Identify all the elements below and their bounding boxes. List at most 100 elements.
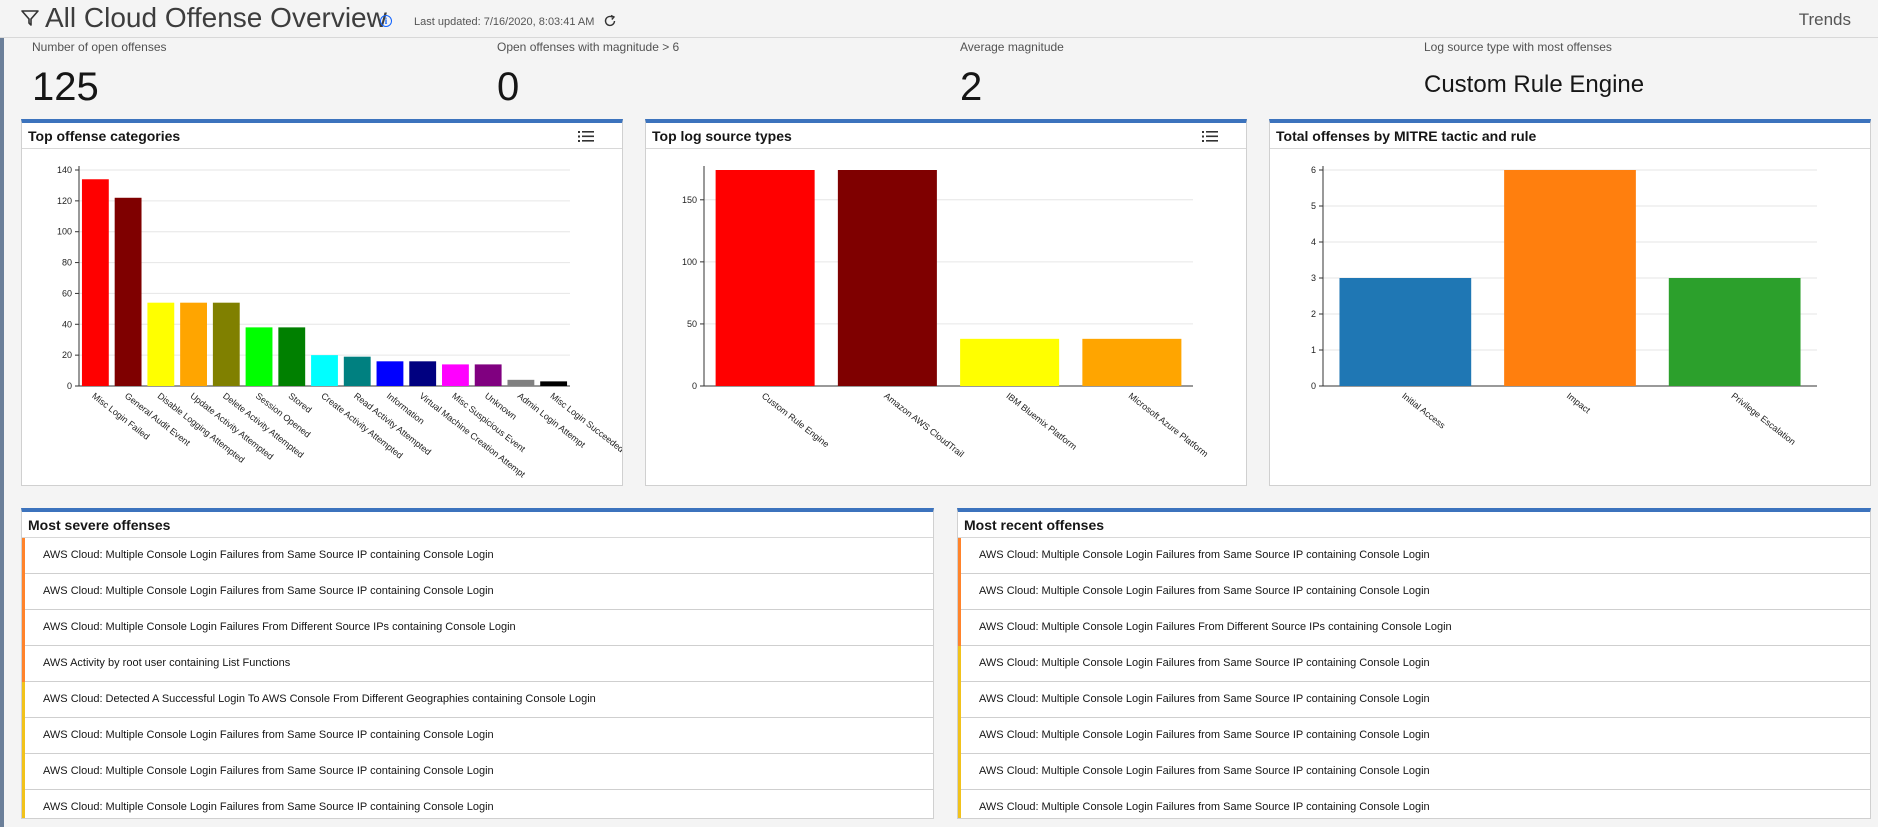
panel-top-offense-categories: Top offense categories 0 20 40 60 80 100 120 14… <box>21 119 623 486</box>
chart-bar[interactable] <box>311 355 338 386</box>
chart-bar[interactable] <box>1504 170 1636 386</box>
kpi-value: Custom Rule Engine <box>1424 71 1645 98</box>
offense-row[interactable]: AWS Cloud: Multiple Console Login Failur… <box>22 754 933 790</box>
last-updated-text: Last updated: 7/16/2020, 8:03:41 AM <box>414 16 595 28</box>
panel-header: Top offense categories <box>22 123 622 149</box>
chart-bar[interactable] <box>837 170 937 386</box>
panel-top-log-source-types: Top log source types 0 50 100 150 Custom Rul… <box>645 119 1247 486</box>
y-tick-label: 40 <box>62 319 72 329</box>
page-header: All Cloud Offense Overview i Last update… <box>0 0 1878 38</box>
severity-indicator <box>958 682 961 718</box>
offense-description: AWS Cloud: Multiple Console Login Failur… <box>979 621 1452 633</box>
trends-link[interactable]: Trends <box>1798 10 1851 29</box>
chart-bar[interactable] <box>212 302 240 386</box>
y-tick-label: 80 <box>62 258 72 268</box>
chart-bar[interactable] <box>376 361 404 386</box>
offense-description: AWS Cloud: Multiple Console Login Failur… <box>43 549 494 561</box>
offense-row[interactable]: AWS Cloud: Multiple Console Login Failur… <box>22 718 933 754</box>
chart-bar[interactable] <box>81 179 109 386</box>
chart-bar[interactable] <box>1082 338 1182 386</box>
left-edge-strip <box>0 0 4 827</box>
y-tick-label: 150 <box>682 195 697 205</box>
kpi-label: Number of open offenses <box>32 40 167 54</box>
panel-title: Total offenses by MITRE tactic and rule <box>1276 128 1537 144</box>
info-icon[interactable]: i <box>380 15 392 27</box>
severity-indicator <box>22 790 25 818</box>
kpi-value: 2 <box>960 65 983 109</box>
page-title: All Cloud Offense Overview <box>45 2 387 33</box>
offense-description: AWS Cloud: Multiple Console Login Failur… <box>43 729 494 741</box>
chart-bar[interactable] <box>245 327 273 386</box>
offense-description: AWS Cloud: Multiple Console Login Failur… <box>979 549 1430 561</box>
offense-row[interactable]: AWS Cloud: Multiple Console Login Failur… <box>958 790 1870 818</box>
panel-title: Top log source types <box>652 128 792 144</box>
y-tick-label: 100 <box>682 257 697 267</box>
chart-bar[interactable] <box>278 327 306 386</box>
kpi-open-offenses: Number of open offenses 125 <box>32 40 472 110</box>
offense-row[interactable]: AWS Cloud: Multiple Console Login Failur… <box>22 610 933 646</box>
panel-most-recent-offenses: Most recent offenses AWS Cloud: Multiple… <box>957 508 1871 819</box>
offense-description: AWS Cloud: Multiple Console Login Failur… <box>979 585 1430 597</box>
offense-row[interactable]: AWS Cloud: Multiple Console Login Failur… <box>22 790 933 818</box>
chart-bar[interactable] <box>1668 278 1801 386</box>
chart-bar[interactable] <box>507 379 535 386</box>
panel-most-severe-offenses: Most severe offenses AWS Cloud: Multiple… <box>21 508 934 819</box>
mitre-tactics-bar-chart: 0 1 2 3 4 5 6 Initial Access Impact Privilege Esc… <box>1311 165 1817 447</box>
chart-bar[interactable] <box>1339 278 1472 386</box>
y-tick-label: 1 <box>1311 345 1316 355</box>
panel-header: Total offenses by MITRE tactic and rule <box>1270 123 1870 149</box>
refresh-icon[interactable] <box>603 14 617 28</box>
offense-row[interactable]: AWS Cloud: Multiple Console Login Failur… <box>958 574 1870 610</box>
panel-title: Top offense categories <box>28 128 181 144</box>
offense-row[interactable]: AWS Cloud: Multiple Console Login Failur… <box>958 682 1870 718</box>
recent-offenses-list: AWS Cloud: Multiple Console Login Failur… <box>958 538 1870 818</box>
y-tick-label: 0 <box>67 381 72 391</box>
chart-bar[interactable] <box>442 364 469 386</box>
panel-title: Most recent offenses <box>964 517 1105 533</box>
offense-description: AWS Cloud: Multiple Console Login Failur… <box>979 765 1430 777</box>
offense-row[interactable]: AWS Cloud: Multiple Console Login Failur… <box>22 538 933 574</box>
severity-indicator <box>958 790 961 818</box>
chart-bar[interactable] <box>715 170 815 386</box>
legend-list-icon[interactable] <box>1202 131 1218 142</box>
filter-icon[interactable] <box>20 8 40 28</box>
severe-offenses-list: AWS Cloud: Multiple Console Login Failur… <box>22 538 933 818</box>
x-tick-label: Custom Rule Engine <box>760 391 831 450</box>
chart-bar[interactable] <box>409 361 437 386</box>
severity-indicator <box>22 682 25 718</box>
severity-indicator <box>958 610 961 646</box>
offense-row[interactable]: AWS Cloud: Multiple Console Login Failur… <box>958 610 1870 646</box>
y-tick-label: 4 <box>1311 237 1316 247</box>
y-tick-label: 2 <box>1311 309 1316 319</box>
severity-indicator <box>958 718 961 754</box>
severity-indicator <box>958 538 961 574</box>
x-tick-label: Privilege Escalation <box>1729 391 1797 447</box>
kpi-value: 0 <box>497 65 520 109</box>
offense-description: AWS Cloud: Multiple Console Login Failur… <box>43 765 494 777</box>
panel-header: Most severe offenses <box>22 512 933 538</box>
chart-bar[interactable] <box>114 197 142 386</box>
offense-row[interactable]: AWS Cloud: Detected A Successful Login T… <box>22 682 933 718</box>
offense-row[interactable]: AWS Cloud: Multiple Console Login Failur… <box>958 718 1870 754</box>
kpi-high-magnitude: Open offenses with magnitude > 6 0 <box>497 40 937 110</box>
legend-list-icon[interactable] <box>578 131 594 142</box>
chart-bar[interactable] <box>343 356 371 386</box>
severity-indicator <box>22 574 25 610</box>
x-tick-label: Amazon AWS CloudTrail <box>882 391 966 459</box>
chart-bar[interactable] <box>180 302 207 386</box>
offense-row[interactable]: AWS Activity by root user containing Lis… <box>22 646 933 682</box>
offense-row[interactable]: AWS Cloud: Multiple Console Login Failur… <box>958 538 1870 574</box>
chart-bar[interactable] <box>960 338 1060 386</box>
y-tick-label: 100 <box>57 227 72 237</box>
offense-row[interactable]: AWS Cloud: Multiple Console Login Failur… <box>958 646 1870 682</box>
x-tick-label: Stored <box>287 391 314 415</box>
chart-bar[interactable] <box>474 364 502 386</box>
chart-bar[interactable] <box>147 302 175 386</box>
severity-indicator <box>958 754 961 790</box>
offense-row[interactable]: AWS Cloud: Multiple Console Login Failur… <box>958 754 1870 790</box>
chart-bar[interactable] <box>540 381 568 386</box>
kpi-average-magnitude: Average magnitude 2 <box>960 40 1400 110</box>
offense-description: AWS Cloud: Multiple Console Login Failur… <box>43 585 494 597</box>
offense-row[interactable]: AWS Cloud: Multiple Console Login Failur… <box>22 574 933 610</box>
y-tick-label: 140 <box>57 165 72 175</box>
